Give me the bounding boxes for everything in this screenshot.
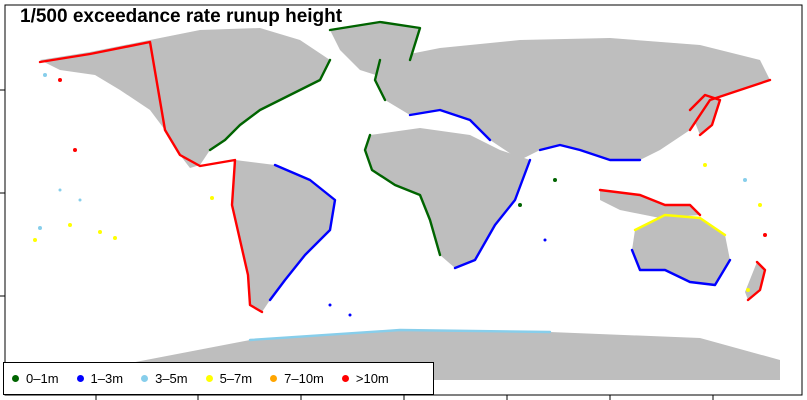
island-point [98,230,102,234]
island-point [78,198,82,202]
island-point [68,223,72,227]
coastline-runup-categories [38,20,772,342]
island-point [33,238,37,242]
island-point [743,178,747,182]
island-point [43,73,47,77]
land-masses [40,22,780,380]
coast-south-america-atlantic [268,163,337,302]
legend-swatch [76,375,84,382]
island-point [746,288,750,292]
axis-ticks [0,89,714,400]
island-point [348,313,352,317]
island-point [113,236,117,240]
legend-swatch [141,375,149,382]
coast-mediterranean [408,108,492,142]
legend-label: >10m [355,371,389,386]
legend-item-3-5m: 3–5m [141,371,188,386]
japan [690,95,720,135]
island-point [703,163,707,167]
coast-japan [688,93,722,137]
africa [365,128,530,268]
island-point [73,148,77,152]
island-point [553,178,557,182]
legend-item-7-10m: 7–10m [270,371,324,386]
legend-swatch [341,375,349,382]
island-point [58,188,62,192]
map-title: 1/500 exceedance rate runup height [20,6,343,27]
coast-americas-pacific [38,40,264,314]
new-zealand [745,262,765,300]
island-point [38,226,42,230]
legend: 0–1m 1–3m 3–5m 5–7m 7–10m >10m [3,362,434,395]
coast-indonesia [598,188,702,217]
north-america [40,28,330,168]
island-point [758,203,762,207]
island-runup-points [33,73,767,317]
legend-item-over-10m: >10m [341,371,389,386]
australia [632,215,730,285]
coast-north-atlantic [208,58,332,152]
coast-north-europe [373,58,387,102]
coast-antarctica [248,328,552,342]
legend-item-1-3m: 1–3m [76,371,124,386]
legend-item-5-7m: 5–7m [205,371,253,386]
island-point [763,233,767,237]
legend-swatch [205,375,213,382]
island-point [58,78,62,82]
coast-africa-east [453,158,532,270]
legend-label: 7–10m [284,371,324,386]
coast-asia-south [538,143,642,162]
coast-australia-south [630,248,732,287]
legend-swatch [12,375,19,382]
legend-label: 5–7m [219,371,253,386]
coast-asia-east [688,78,772,132]
south-america [232,160,335,312]
legend-label: 1–3m [90,371,124,386]
legend-swatch [270,375,278,382]
coast-africa-west [363,133,442,257]
europe-asia [375,38,770,160]
island-point [210,196,214,200]
island-point [518,203,522,207]
coast-australia-north [633,213,727,237]
island-point [328,303,332,307]
legend-label: 0–1m [26,371,59,386]
coast-greenland [328,20,422,62]
island-point [543,238,547,242]
legend-label: 3–5m [155,371,188,386]
legend-item-0-1m: 0–1m [12,371,59,386]
indonesia [600,190,700,218]
coast-new-zealand [746,260,767,302]
